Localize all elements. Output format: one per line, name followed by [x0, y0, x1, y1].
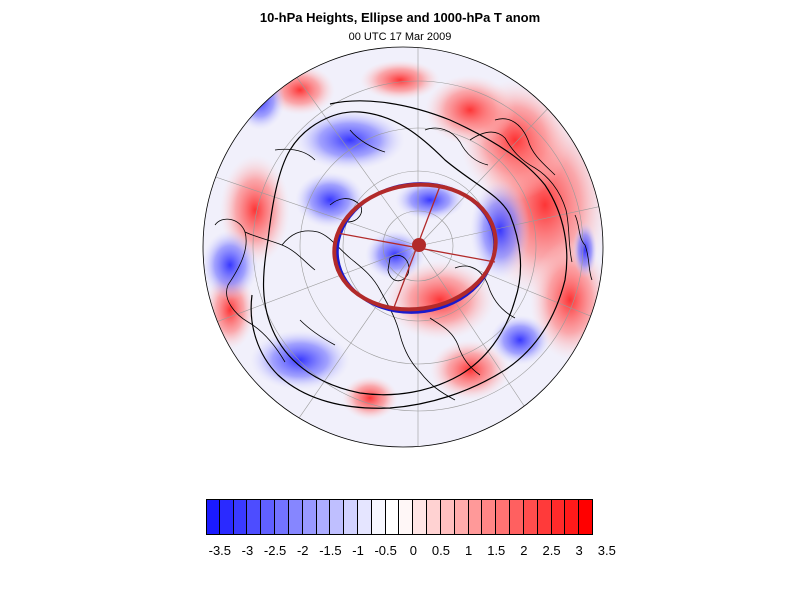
- colorbar-tick-label: 2.5: [542, 543, 561, 558]
- map-subtitle: 00 UTC 17 Mar 2009: [348, 31, 452, 43]
- colorbar-segment: [371, 499, 386, 535]
- colorbar-segment: [385, 499, 400, 535]
- colorbar-segment: [440, 499, 455, 535]
- colorbar-tick-label: -2.5: [263, 543, 287, 558]
- colorbar-tick-label: -1: [352, 543, 364, 558]
- colorbar-segment: [288, 499, 303, 535]
- map-title: 10-hPa Heights, Ellipse and 1000-hPa T a…: [259, 10, 541, 25]
- colorbar-tick-label: -2: [296, 543, 309, 558]
- colorbar-tick-label: 1.5: [487, 543, 506, 558]
- ellipse-overlay: [332, 182, 498, 314]
- colorbar-segment: [468, 499, 483, 535]
- colorbar-segment: [275, 499, 289, 535]
- colorbar-segment: [537, 499, 552, 535]
- colorbar-segment: [399, 499, 414, 535]
- colorbar-segment: [510, 499, 524, 535]
- colorbar-segment: [427, 499, 441, 535]
- colorbar-segment: [565, 499, 580, 535]
- colorbar-tick-label: 1: [464, 543, 473, 558]
- colorbar-segment: [219, 499, 234, 535]
- colorbar-tick-label: 2: [520, 543, 528, 558]
- globe-outline: [202, 46, 604, 448]
- colorbar-segment: [579, 499, 593, 535]
- temperature-anomaly-field: [203, 47, 603, 447]
- colorbar-segment: [302, 499, 317, 535]
- colorbar-segment: [233, 499, 248, 535]
- colorbar-tick-label: -1.5: [319, 543, 342, 558]
- colorbar-tick-label: 0.5: [431, 543, 450, 558]
- colorbar-segment: [413, 499, 428, 535]
- colorbar-segment: [496, 499, 511, 535]
- colorbar-segment: [316, 499, 331, 535]
- colorbar-segment: [344, 499, 359, 535]
- colorbar-segment: [330, 499, 345, 535]
- colorbar-segment: [523, 499, 538, 535]
- outer-height-contour: [250, 100, 568, 409]
- height-contour: [262, 111, 522, 396]
- colorbar-tick-label: -3.5: [208, 543, 232, 558]
- colorbar-tick-label: 3: [575, 543, 583, 558]
- colorbar-tick-label: -0.5: [374, 543, 397, 558]
- colorbar-tick-label: 3.5: [597, 543, 616, 558]
- colorbar-segment: [247, 499, 262, 535]
- colorbar-segment: [358, 499, 372, 535]
- colorbar-segment: [551, 499, 566, 535]
- colorbar: [206, 499, 593, 535]
- colorbar-labels: -3.5 -3 -2.5 -2 -1.5 -1 -0.5 0 0.5 1 1.5 2 2.5 3 3.5: [206, 543, 616, 561]
- colorbar-tick-label: 0: [409, 543, 417, 558]
- colorbar-segment: [206, 499, 220, 535]
- colorbar-tick-label: -3: [241, 543, 254, 558]
- colorbar-segment: [482, 499, 497, 535]
- colorbar-segment: [454, 499, 469, 535]
- colorbar-segment: [261, 499, 276, 535]
